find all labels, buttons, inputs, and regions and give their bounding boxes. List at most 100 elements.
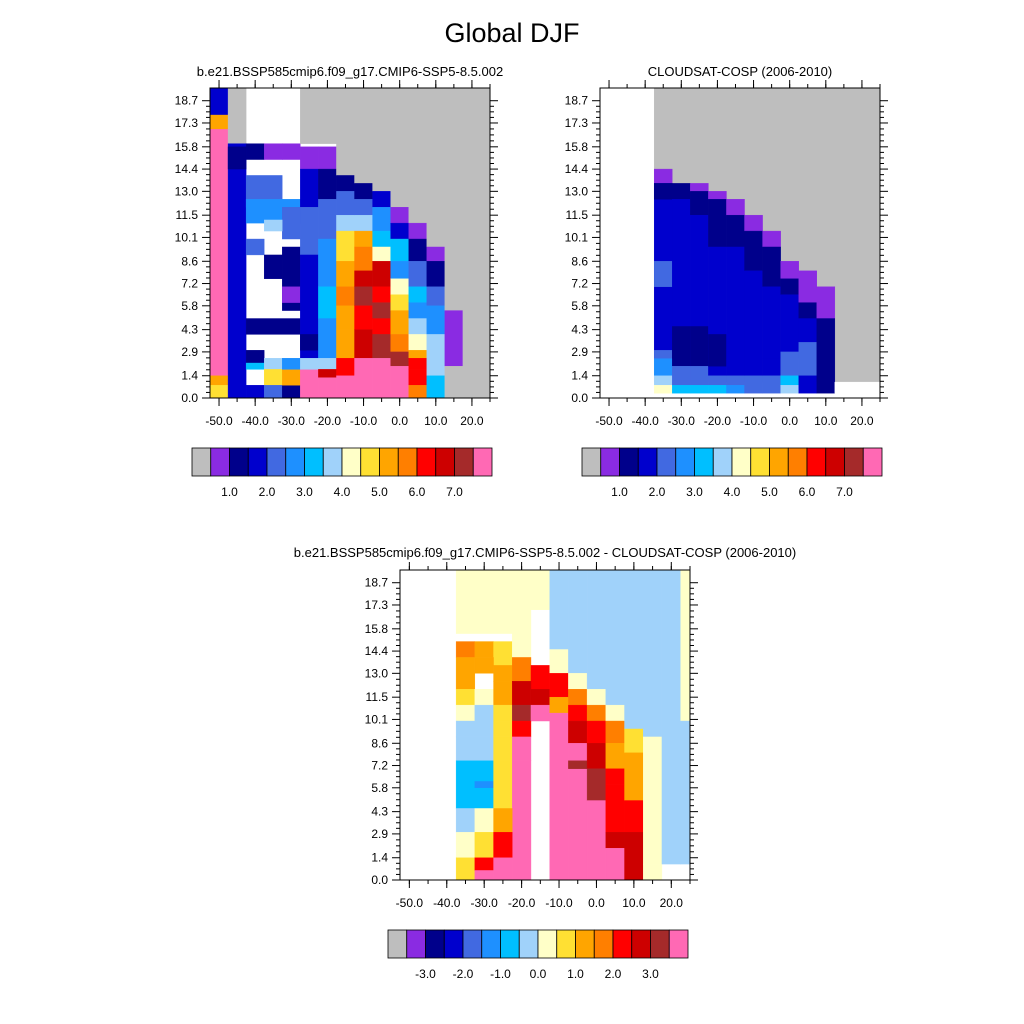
y-tick-label: 0.0 <box>571 391 588 405</box>
colorbar-label: 1.0 <box>567 967 584 981</box>
heatmap-cell <box>354 87 373 184</box>
heatmap-cell <box>300 369 319 399</box>
heatmap-cell <box>408 334 427 351</box>
heatmap-cell <box>300 207 319 256</box>
heatmap-cell <box>455 760 494 809</box>
heatmap-cell <box>354 358 373 399</box>
colorbar-swatch <box>712 447 733 477</box>
y-tick-label: 15.8 <box>565 140 589 154</box>
heatmap-cell <box>762 246 781 287</box>
heatmap-cell <box>354 214 373 232</box>
y-tick-label: 1.4 <box>181 369 198 383</box>
heatmap-cell <box>408 350 427 359</box>
colorbar-swatch <box>285 447 305 477</box>
heatmap-cell <box>672 385 691 394</box>
y-tick-label: 2.9 <box>371 827 388 841</box>
y-tick-label: 10.1 <box>175 230 199 244</box>
heatmap-cell <box>474 832 494 858</box>
heatmap-cell <box>726 214 745 248</box>
heatmap-cell <box>263 219 283 232</box>
heatmap-cell <box>474 641 494 658</box>
heatmap-cell <box>624 728 644 754</box>
colorbar-swatch <box>575 929 595 959</box>
heatmap-cell <box>227 146 247 170</box>
heatmap-cell <box>372 246 391 262</box>
colorbar-swatch <box>581 447 602 477</box>
heatmap-cell <box>530 665 550 690</box>
heatmap-cell <box>512 720 532 738</box>
colorbar-swatch <box>416 447 437 477</box>
heatmap-cell <box>549 569 569 650</box>
x-tick-label: -30.0 <box>471 896 499 910</box>
y-tick-label: 7.2 <box>571 277 588 291</box>
colorbar-swatch <box>341 447 362 477</box>
colorbar-swatch <box>787 447 808 477</box>
heatmap-cell <box>568 704 588 722</box>
x-tick-label: 10.0 <box>622 896 646 910</box>
heatmap-cell <box>512 657 532 682</box>
x-tick-label: -40.0 <box>241 414 269 428</box>
heatmap-cell <box>300 254 319 359</box>
colorbar-swatch <box>668 929 689 959</box>
heatmap-cell <box>354 329 373 359</box>
heatmap-cell <box>336 175 355 192</box>
y-tick-label: 2.9 <box>571 345 588 359</box>
colorbar-label: -2.0 <box>453 967 474 981</box>
colorbar-swatch <box>360 447 380 477</box>
heatmap-cell <box>549 696 569 714</box>
heatmap-cell <box>744 214 763 232</box>
heatmap-cell <box>780 375 799 386</box>
heatmap-cell <box>336 230 355 262</box>
heatmap-cell <box>444 366 464 399</box>
heatmap-cell <box>372 286 391 303</box>
heatmap-cell <box>263 254 283 279</box>
colorbar-swatch <box>844 447 864 477</box>
colorbar-label: 5.0 <box>371 485 388 499</box>
heatmap-cell <box>372 261 391 287</box>
y-tick-label: 18.7 <box>365 576 389 590</box>
heatmap-cell <box>354 199 373 216</box>
heatmap-cell <box>549 673 569 698</box>
heatmap-cell <box>336 191 355 216</box>
heatmap-cell <box>653 385 673 394</box>
heatmap-cell <box>263 385 283 399</box>
heatmap-cell <box>493 704 513 722</box>
heatmap-cell <box>680 569 691 722</box>
heatmap-cell <box>300 87 319 144</box>
heatmap-cell <box>586 704 607 722</box>
heatmap-cell <box>726 375 745 386</box>
colorbar-swatch <box>322 447 343 477</box>
colorbar-swatch <box>435 447 455 477</box>
heatmap-cell <box>282 143 301 160</box>
colorbar-label: -1.0 <box>490 967 511 981</box>
x-tick-label: 0.0 <box>781 414 798 428</box>
chart-title: CLOUDSAT-COSP (2006-2010) <box>648 64 832 79</box>
colorbar-swatch <box>191 447 212 477</box>
colorbar-swatch <box>556 929 576 959</box>
heatmap-cell <box>318 199 337 240</box>
heatmap-cell <box>586 800 607 881</box>
heatmap-cell <box>680 720 691 738</box>
heatmap-cell <box>390 207 409 224</box>
heatmap-cell <box>643 863 663 881</box>
colorbar-label: 3.0 <box>296 485 313 499</box>
heatmap-cell <box>726 385 745 394</box>
y-tick-label: 0.0 <box>181 391 198 405</box>
y-tick-label: 7.2 <box>371 759 388 773</box>
heatmap-cell <box>372 207 391 232</box>
heatmap-cell <box>708 385 727 394</box>
colorbar-swatch <box>472 447 493 477</box>
heatmap-cell <box>661 728 681 865</box>
heatmap-cell <box>336 358 355 376</box>
heatmap-cell <box>798 342 817 376</box>
colorbar-swatch <box>454 447 474 477</box>
colorbar: 1.0 2.0 3.0 4.0 5.0 6.0 7.0 <box>191 447 493 499</box>
colorbar-swatch <box>862 447 883 477</box>
heatmap-cell <box>455 720 476 738</box>
heatmap-cell <box>408 87 427 224</box>
y-tick-label: 2.9 <box>181 345 198 359</box>
x-tick-label: 0.0 <box>391 414 408 428</box>
heatmap-cell <box>708 191 727 200</box>
